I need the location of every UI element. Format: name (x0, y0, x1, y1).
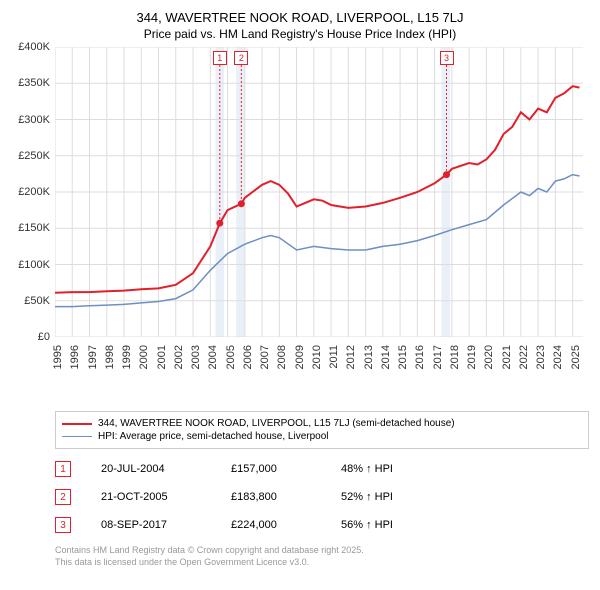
transactions-table: 1 20-JUL-2004£157,00048% ↑ HPI 2 21-OCT-200… (55, 455, 590, 539)
transaction-marker-box: 2 (55, 489, 71, 505)
x-axis-label: 2005 (225, 345, 237, 375)
footnote: Contains HM Land Registry data © Crown c… (55, 545, 590, 568)
x-axis-label: 2025 (570, 345, 582, 375)
x-axis-label: 2022 (518, 345, 530, 375)
chart-marker-2: 2 (234, 51, 248, 65)
footnote-line1: Contains HM Land Registry data © Crown c… (55, 545, 590, 557)
chart-subtitle: Price paid vs. HM Land Registry's House … (10, 27, 590, 41)
transaction-date: 20-JUL-2004 (101, 463, 231, 475)
x-axis-label: 2008 (276, 345, 288, 375)
transaction-date: 08-SEP-2017 (101, 519, 231, 531)
transaction-marker-box: 3 (55, 517, 71, 533)
y-axis-label: £50K (24, 295, 50, 307)
x-axis-label: 2023 (535, 345, 547, 375)
x-axis-label: 2001 (156, 345, 168, 375)
legend-row: 344, WAVERTREE NOOK ROAD, LIVERPOOL, L15… (62, 418, 582, 429)
y-axis-label: £400K (18, 41, 50, 53)
x-axis-label: 2011 (328, 345, 340, 375)
legend-label: 344, WAVERTREE NOOK ROAD, LIVERPOOL, L15… (98, 418, 455, 429)
x-axis-label: 2007 (259, 345, 271, 375)
legend-swatch (62, 436, 92, 438)
y-axis-label: £300K (18, 114, 50, 126)
transaction-row: 3 08-SEP-2017£224,00056% ↑ HPI (55, 511, 590, 539)
transaction-row: 2 21-OCT-2005£183,80052% ↑ HPI (55, 483, 590, 511)
legend-row: HPI: Average price, semi-detached house,… (62, 431, 582, 442)
x-axis-label: 1995 (52, 345, 64, 375)
x-axis-label: 2010 (311, 345, 323, 375)
x-axis-label: 2016 (414, 345, 426, 375)
x-axis-label: 2012 (345, 345, 357, 375)
legend-label: HPI: Average price, semi-detached house,… (98, 431, 329, 442)
x-axis-label: 2003 (190, 345, 202, 375)
x-axis-label: 2019 (466, 345, 478, 375)
transaction-pct: 56% ↑ HPI (341, 519, 393, 531)
transaction-marker-box: 1 (55, 461, 71, 477)
transaction-row: 1 20-JUL-2004£157,00048% ↑ HPI (55, 455, 590, 483)
transaction-price: £157,000 (231, 463, 341, 475)
x-axis-label: 2000 (138, 345, 150, 375)
chart-svg (55, 47, 583, 337)
x-axis-label: 2014 (380, 345, 392, 375)
x-axis-label: 2021 (501, 345, 513, 375)
y-axis-label: £250K (18, 150, 50, 162)
x-axis-label: 2024 (552, 345, 564, 375)
x-axis-label: 2017 (432, 345, 444, 375)
transaction-price: £224,000 (231, 519, 341, 531)
x-axis-label: 2018 (449, 345, 461, 375)
x-axis-label: 2015 (397, 345, 409, 375)
x-axis-label: 2006 (242, 345, 254, 375)
y-axis-label: £0 (38, 331, 50, 343)
transaction-price: £183,800 (231, 491, 341, 503)
footnote-line2: This data is licensed under the Open Gov… (55, 557, 590, 569)
y-axis-label: £200K (18, 186, 50, 198)
transaction-pct: 48% ↑ HPI (341, 463, 393, 475)
x-axis-label: 1997 (87, 345, 99, 375)
x-axis-label: 2004 (207, 345, 219, 375)
x-axis-label: 2009 (294, 345, 306, 375)
y-axis-label: £350K (18, 77, 50, 89)
x-axis-label: 1998 (104, 345, 116, 375)
chart-marker-3: 3 (440, 51, 454, 65)
x-axis-label: 1999 (121, 345, 133, 375)
legend-swatch (62, 423, 92, 425)
transaction-date: 21-OCT-2005 (101, 491, 231, 503)
x-axis-label: 1996 (69, 345, 81, 375)
y-axis-label: £100K (18, 259, 50, 271)
chart-area: £0£50K£100K£150K£200K£250K£300K£350K£400… (10, 47, 590, 407)
legend: 344, WAVERTREE NOOK ROAD, LIVERPOOL, L15… (55, 411, 589, 449)
transaction-pct: 52% ↑ HPI (341, 491, 393, 503)
chart-marker-1: 1 (213, 51, 227, 65)
chart-title: 344, WAVERTREE NOOK ROAD, LIVERPOOL, L15… (10, 10, 590, 25)
x-axis-label: 2020 (483, 345, 495, 375)
x-axis-label: 2002 (173, 345, 185, 375)
y-axis-label: £150K (18, 222, 50, 234)
x-axis-label: 2013 (363, 345, 375, 375)
